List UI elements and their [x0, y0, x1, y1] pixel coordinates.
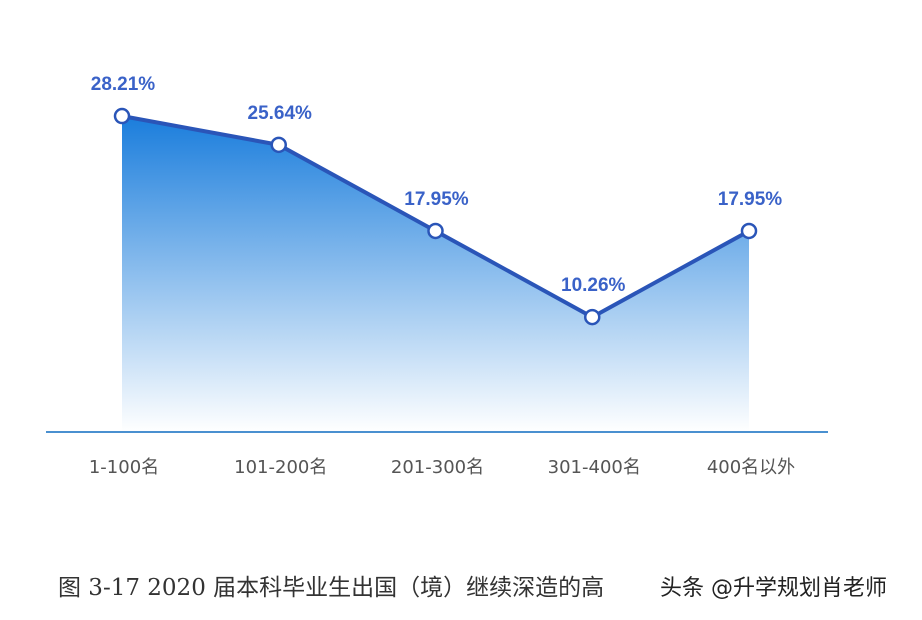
data-point: [584, 308, 601, 326]
data-label: 25.64%: [248, 103, 313, 124]
area-chart: 28.21% 1-100名 25.64% 101-200名 17.95% 201-300名…: [46, 74, 828, 478]
x-tick-label: 301-400名: [548, 457, 641, 478]
x-tick-label: 201-300名: [391, 457, 484, 478]
data-point: [113, 107, 131, 125]
data-label: 17.95%: [404, 189, 469, 210]
area-fill: [122, 116, 749, 432]
data-point: [740, 222, 758, 240]
data-label: 17.95%: [718, 189, 783, 210]
x-tick-label: 101-200名: [234, 457, 327, 478]
figure-caption: 图 3-17 2020 届本科毕业生出国（境）继续深造的高: [58, 575, 605, 601]
watermark: 头条 @升学规划肖老师: [660, 576, 887, 601]
data-point: [427, 222, 444, 240]
data-label: 28.21%: [91, 74, 156, 95]
x-tick-label: 400名以外: [707, 457, 795, 478]
data-label: 10.26%: [561, 275, 626, 296]
x-tick-label: 1-100名: [89, 457, 159, 478]
data-point: [270, 136, 287, 154]
